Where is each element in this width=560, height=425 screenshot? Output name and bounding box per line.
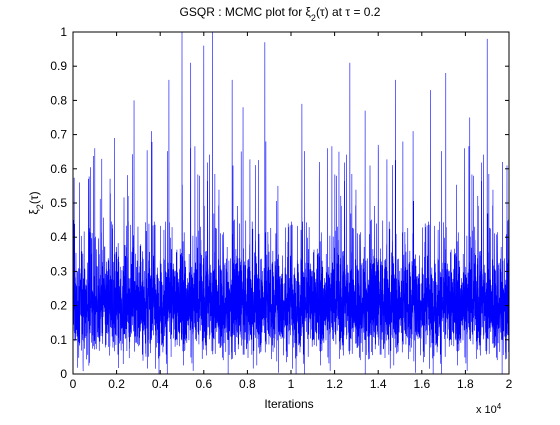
series-layer	[72, 31, 510, 375]
y-tick-label: 0.6	[50, 162, 67, 176]
y-tick-label: 0.4	[50, 230, 67, 244]
title-tau: τ	[345, 5, 350, 19]
x-tick-label: 0	[70, 377, 77, 391]
x-tick-label: 1.6	[413, 377, 430, 391]
title-suffix: = 0.2	[350, 5, 381, 19]
chart-title: GSQR : MCMC plot for ξ2(τ) at τ = 0.2	[180, 5, 381, 23]
y-tick-label: 0.3	[50, 264, 67, 278]
y-axis-label: ξ2(τ)	[27, 191, 45, 214]
multiplier-base: x 10	[476, 404, 497, 416]
x-tick-label: 0.2	[108, 377, 125, 391]
y-tick-label: 0.7	[50, 128, 67, 142]
x-tick-label: 0.4	[152, 377, 169, 391]
title-sub: 2	[311, 13, 316, 23]
ylabel-xi: ξ	[27, 209, 41, 215]
y-tick-label: 0.1	[50, 333, 67, 347]
x-tick-label: 0.8	[239, 377, 256, 391]
tick-layer: 0 0.2 0.4 0.6 0.8 1 1.2 1.4 1.6 1.8 2 0 0.1 0.2 0.3 0.4…	[50, 25, 512, 391]
multiplier-exp: 4	[497, 402, 502, 411]
x-tick-label: 1.4	[370, 377, 387, 391]
x-axis-multiplier: x 104	[476, 402, 502, 417]
ylabel-suffix: (τ)	[27, 191, 41, 204]
y-tick-label: 0.5	[50, 196, 67, 210]
y-tick-label: 0.8	[50, 93, 67, 107]
title-mid: (τ) at	[316, 5, 345, 19]
title-xi: ξ	[306, 5, 312, 19]
ylabel-sub: 2	[35, 204, 45, 209]
x-tick-label: 0.6	[195, 377, 212, 391]
x-tick-label: 1	[288, 377, 295, 391]
trace-line-xi2	[72, 31, 510, 375]
y-tick-label: 0.9	[50, 59, 67, 73]
title-prefix: GSQR : MCMC plot for	[180, 5, 306, 19]
x-tick-label: 2	[506, 377, 513, 391]
x-tick-label: 1.2	[326, 377, 343, 391]
x-tick-label: 1.8	[457, 377, 474, 391]
x-axis-label: Iterations	[264, 397, 313, 411]
y-tick-label: 0	[60, 367, 67, 381]
y-tick-label: 1	[60, 25, 67, 39]
y-tick-label: 0.2	[50, 299, 67, 313]
